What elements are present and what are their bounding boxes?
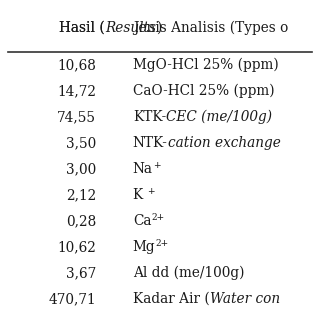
Text: Mg: Mg xyxy=(133,240,156,254)
Text: CaO-HCl 25% (ppm): CaO-HCl 25% (ppm) xyxy=(133,84,275,98)
Text: Hasil (: Hasil ( xyxy=(59,21,105,35)
Text: Water con: Water con xyxy=(210,292,280,306)
Text: Kadar Air (: Kadar Air ( xyxy=(133,292,210,306)
Text: Jenis Analisis (Types o: Jenis Analisis (Types o xyxy=(133,20,288,35)
Text: +: + xyxy=(153,161,160,170)
Text: 470,71: 470,71 xyxy=(48,292,96,306)
Text: 3,50: 3,50 xyxy=(66,136,96,150)
Text: 10,62: 10,62 xyxy=(57,240,96,254)
Text: 2,12: 2,12 xyxy=(66,188,96,202)
Text: MgO-HCl 25% (ppm): MgO-HCl 25% (ppm) xyxy=(133,58,278,72)
Text: 0,28: 0,28 xyxy=(66,214,96,228)
Text: NTK-: NTK- xyxy=(133,136,168,150)
Text: Hasil (: Hasil ( xyxy=(59,21,105,35)
Text: 3,00: 3,00 xyxy=(66,162,96,176)
Text: KTK-: KTK- xyxy=(133,110,166,124)
Text: 2+: 2+ xyxy=(156,239,169,248)
Text: K: K xyxy=(133,188,148,202)
Text: 14,72: 14,72 xyxy=(57,84,96,98)
Text: Al dd (me/100g): Al dd (me/100g) xyxy=(133,266,244,280)
Text: cation exchange: cation exchange xyxy=(168,136,281,150)
Text: 10,68: 10,68 xyxy=(57,58,96,72)
Text: CEC (me/100g): CEC (me/100g) xyxy=(166,110,272,124)
Text: ): ) xyxy=(156,21,161,35)
Text: 74,55: 74,55 xyxy=(57,110,96,124)
Text: 3,67: 3,67 xyxy=(66,266,96,280)
Text: Ca: Ca xyxy=(133,214,151,228)
Text: 2+: 2+ xyxy=(151,213,164,222)
Text: +: + xyxy=(148,187,155,196)
Text: Results: Results xyxy=(105,21,156,35)
Text: Na: Na xyxy=(133,162,153,176)
